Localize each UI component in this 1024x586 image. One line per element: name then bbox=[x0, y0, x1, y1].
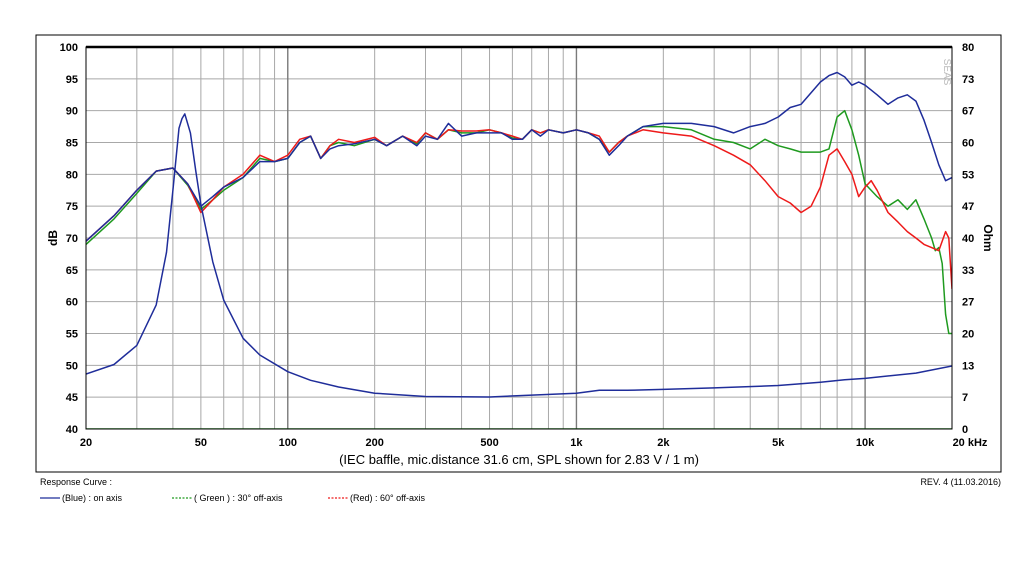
y-right-tick-label: 33 bbox=[962, 265, 974, 277]
x-tick-label: 500 bbox=[480, 437, 498, 449]
series-line-spl-on-axis bbox=[86, 71, 952, 242]
y-right-tick-label: 7 bbox=[962, 392, 968, 404]
y-right-tick-label: 40 bbox=[962, 233, 974, 245]
y-right-tick-label: 67 bbox=[962, 106, 974, 118]
y-left-tick-label: 80 bbox=[66, 169, 78, 181]
y-right-tick-label: 0 bbox=[962, 424, 968, 436]
y-right-axis-title: Ohm bbox=[981, 224, 995, 251]
x-ticks: 20 50 100 200 500 1k 2k 5k 10k 20 kHz bbox=[80, 437, 988, 449]
y-left-tick-label: 95 bbox=[66, 74, 78, 86]
y-left-tick-label: 85 bbox=[66, 138, 78, 150]
y-left-axis-title: dB bbox=[46, 230, 60, 246]
y-right-tick-label: 73 bbox=[962, 74, 974, 86]
y-right-ticks: 0 7 13 20 27 33 40 47 53 60 67 73 80 bbox=[962, 42, 974, 436]
y-left-tick-label: 65 bbox=[66, 265, 78, 277]
y-right-tick-label: 13 bbox=[962, 360, 974, 372]
y-right-tick-label: 47 bbox=[962, 201, 974, 213]
x-tick-label: 200 bbox=[365, 437, 383, 449]
y-right-tick-label: 80 bbox=[962, 42, 974, 54]
series-line-spl-30-off-axis bbox=[86, 109, 952, 335]
legend-title: Response Curve : bbox=[40, 477, 112, 487]
y-right-tick-label: 53 bbox=[962, 169, 974, 181]
x-tick-label: 2k bbox=[657, 437, 670, 449]
x-tick-label: 50 bbox=[195, 437, 207, 449]
y-right-tick-label: 27 bbox=[962, 297, 974, 309]
y-left-tick-label: 70 bbox=[66, 233, 78, 245]
chart-caption: (IEC baffle, mic.distance 31.6 cm, SPL s… bbox=[339, 452, 699, 467]
watermark-text: SEAS bbox=[941, 59, 952, 86]
revision-label: REV. 4 (11.03.2016) bbox=[920, 477, 1001, 487]
y-right-tick-label: 60 bbox=[962, 138, 974, 150]
x-tick-label: 1k bbox=[570, 437, 583, 449]
x-tick-label: 100 bbox=[279, 437, 297, 449]
legend-item-label: (Blue) : on axis bbox=[62, 493, 123, 503]
y-left-tick-label: 40 bbox=[66, 424, 78, 436]
legend-item-label: ( Green ) : 30° off-axis bbox=[194, 493, 283, 503]
x-tick-label: 20 kHz bbox=[953, 437, 988, 449]
y-left-tick-label: 90 bbox=[66, 106, 78, 118]
series-layer bbox=[86, 71, 952, 429]
y-left-tick-label: 45 bbox=[66, 392, 78, 404]
x-tick-label: 20 bbox=[80, 437, 92, 449]
legend: (Blue) : on axis ( Green ) : 30° off-axis… bbox=[40, 493, 425, 503]
y-right-tick-label: 20 bbox=[962, 329, 974, 341]
y-left-tick-label: 100 bbox=[60, 42, 78, 54]
y-left-tick-label: 60 bbox=[66, 297, 78, 309]
grid bbox=[85, 46, 953, 430]
y-left-tick-label: 75 bbox=[66, 201, 78, 213]
series-line-impedance bbox=[86, 113, 952, 398]
series-line-spl-60-off-axis bbox=[86, 129, 952, 289]
y-left-tick-label: 55 bbox=[66, 329, 78, 341]
x-tick-label: 5k bbox=[772, 437, 785, 449]
outer-frame bbox=[35, 34, 1002, 473]
y-left-ticks: 40 45 50 55 60 65 70 75 80 85 90 95 100 bbox=[60, 42, 78, 436]
legend-item-label: (Red) : 60° off-axis bbox=[350, 493, 425, 503]
x-tick-label: 10k bbox=[856, 437, 875, 449]
y-left-tick-label: 50 bbox=[66, 360, 78, 372]
